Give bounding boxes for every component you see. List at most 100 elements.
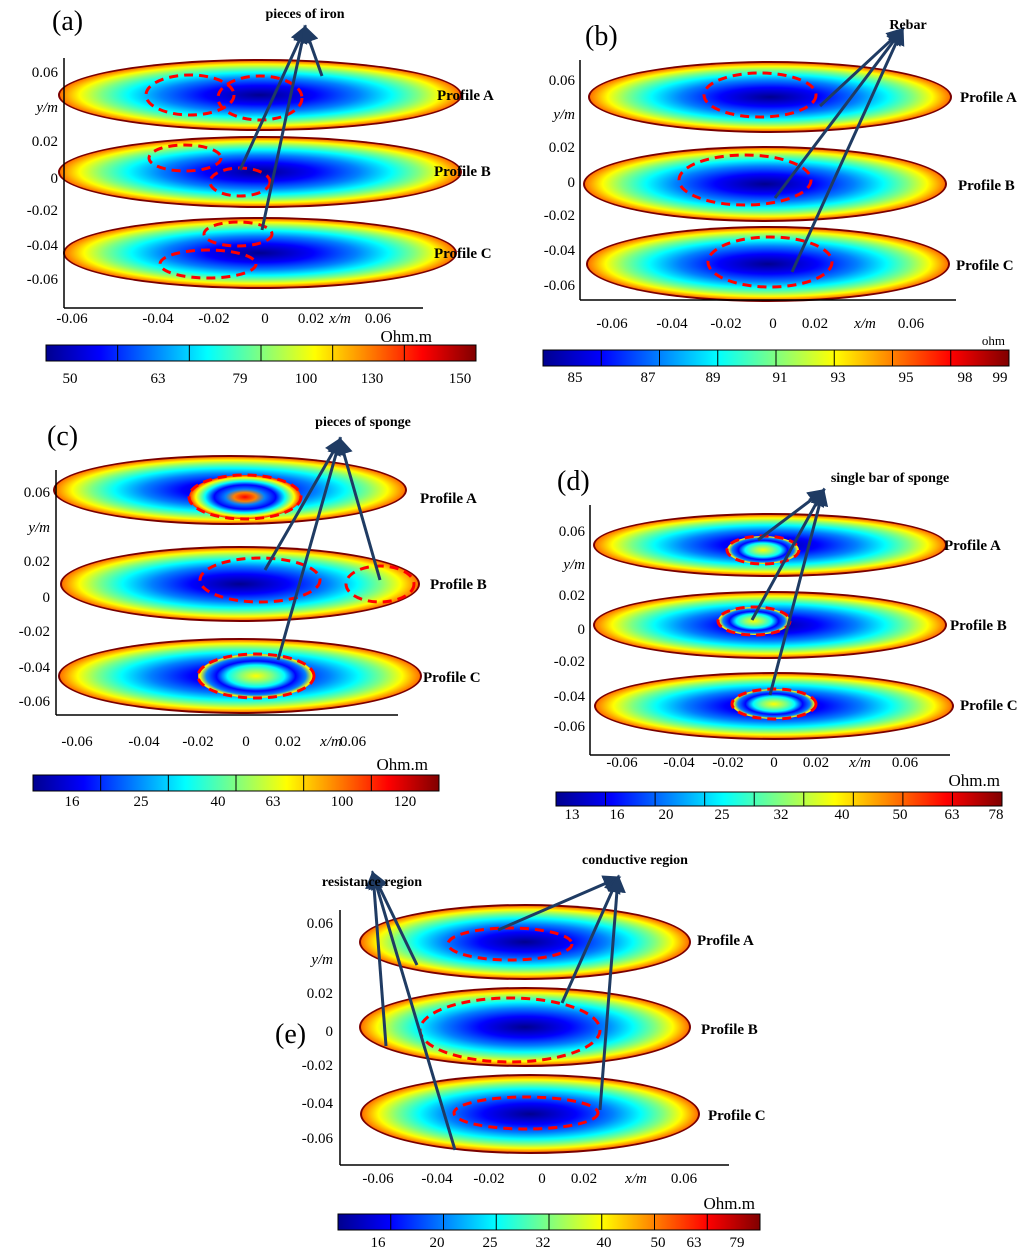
y-tick-label: 0.06 [549,73,576,89]
colorbar-unit: Ohm.m [377,755,428,774]
y-tick-label: -0.04 [27,238,59,254]
profile-label-b: Profile B [958,178,1015,194]
colorbar-tick-label: 50 [893,807,908,823]
annotation-arrow [497,875,622,932]
anomaly-ellipse [677,153,813,207]
y-tick-label: 0 [568,175,576,191]
annotation-arrow [598,874,626,1111]
colorbar-unit: Ohm.m [704,1194,755,1213]
profile-disk-a [361,906,689,978]
x-tick-label: -0.02 [198,311,229,327]
colorbar-tick-label: 40 [211,794,226,810]
anomaly-fill [198,654,314,698]
panel-b: (b) 0.06 y/m 0.02 0 -0.02 -0.04 -0.06 -0.06 -0.04… [542,18,1017,386]
y-tick-label: -0.06 [27,272,59,288]
y-axis-label: y/m [34,100,58,116]
profile-disk-b [62,548,418,620]
x-tick-label: 0.06 [340,734,367,750]
anomaly-ellipse [198,556,322,604]
anomaly-ellipse [187,473,303,521]
x-tick-label: 0.02 [802,316,828,332]
annotation-arrow [773,27,905,199]
colorbar-tick-label: 93 [831,370,846,386]
colorbar-tick-label: 79 [233,371,248,387]
anomaly-ellipse [452,1095,600,1131]
colorbar-tick-label: 87 [641,370,657,386]
anomaly-fill [732,689,816,719]
colorbar-tick-label: 98 [958,370,973,386]
profile-label-a: Profile A [420,491,477,507]
annotation-arrow [818,27,905,108]
profile-label-c: Profile C [960,698,1018,714]
annotation-arrow [335,436,382,581]
annotation-label: resistance region [322,875,422,890]
x-axis-label: x/m [848,755,871,771]
colorbar-tick-label: 91 [773,370,788,386]
anomaly-ellipse [216,74,304,122]
x-tick-label: 0.06 [671,1171,698,1187]
colorbar-tick-label: 40 [835,807,850,823]
profile-label-b: Profile B [430,577,487,593]
y-tick-label: 0.02 [307,986,333,1002]
colorbar-tick-label: 78 [989,807,1004,823]
profile-label-c: Profile C [708,1108,766,1124]
colorbar-tick-label: 40 [597,1235,612,1249]
y-tick-label: 0.02 [559,588,585,604]
panel-d: (d) 0.06 y/m 0.02 0 -0.02 -0.04 -0.06 -0.06 -0.04… [554,466,1018,823]
y-tick-label: 0.06 [32,65,59,81]
colorbar-tick-label: 20 [430,1235,445,1249]
colorbar-tick-label: 130 [361,371,384,387]
profile-disk-a [60,61,460,129]
y-tick-label: -0.04 [302,1096,334,1112]
x-tick-label: 0 [769,316,777,332]
y-axis-label: y/m [26,520,50,536]
annotation-arrow [301,24,324,77]
y-tick-label: -0.02 [27,203,58,219]
panel-e: (e) 0.06 y/m 0.02 0 -0.02 -0.04 -0.06 -0.06 -0.04… [275,853,766,1249]
colorbar-tick-label: 79 [730,1235,745,1249]
x-tick-label: -0.04 [128,734,160,750]
y-tick-label: -0.04 [554,689,586,705]
profile-label-c: Profile C [956,258,1014,274]
y-tick-label: 0.06 [307,916,334,932]
y-tick-label: 0 [51,171,59,187]
panel-label: (c) [47,421,78,452]
x-tick-label: -0.02 [712,755,743,771]
y-tick-label: -0.04 [544,243,576,259]
panel-a: (a) 0.06 y/m 0.02 0 -0.02 -0.04 -0.06 -0.06 -0.04… [27,6,494,387]
annotation-arrow [790,26,905,273]
colorbar-tick-label: 63 [687,1235,702,1249]
y-tick-label: -0.06 [554,719,586,735]
annotation-arrow [263,436,342,571]
x-tick-label: -0.02 [182,734,213,750]
colorbar-unit: Ohm.m [949,771,1000,790]
x-tick-label: 0.06 [898,316,925,332]
x-tick-label: -0.06 [56,311,88,327]
y-tick-label: 0.06 [24,485,51,501]
x-tick-label: -0.02 [710,316,741,332]
y-axis-label: y/m [309,952,333,968]
x-tick-label: -0.04 [142,311,174,327]
colorbar-unit: Ohm.m [381,327,432,346]
profile-label-b: Profile B [434,164,491,180]
x-axis-label: x/m [328,311,351,327]
colorbar-tick-label: 25 [715,807,730,823]
anomaly-fill [718,607,790,635]
annotation-arrow [365,870,388,1047]
anomaly-ellipse [706,235,834,289]
x-tick-label: 0.02 [571,1171,597,1187]
anomaly-ellipse [144,73,236,117]
y-tick-label: 0.02 [24,554,50,570]
annotation-arrow [750,487,825,621]
y-tick-label: 0 [43,590,51,606]
profile-label-c: Profile C [434,246,492,262]
anomaly-fill [727,536,799,564]
panel-label: (b) [585,21,618,52]
colorbar-tick-label: 95 [899,370,914,386]
y-tick-label: 0.02 [32,134,58,150]
annotation-label: conductive region [582,853,688,868]
colorbar-tick-label: 63 [266,794,281,810]
annotation-arrow [368,870,457,1151]
anomaly-fill [189,475,301,519]
x-tick-label: 0 [770,755,778,771]
